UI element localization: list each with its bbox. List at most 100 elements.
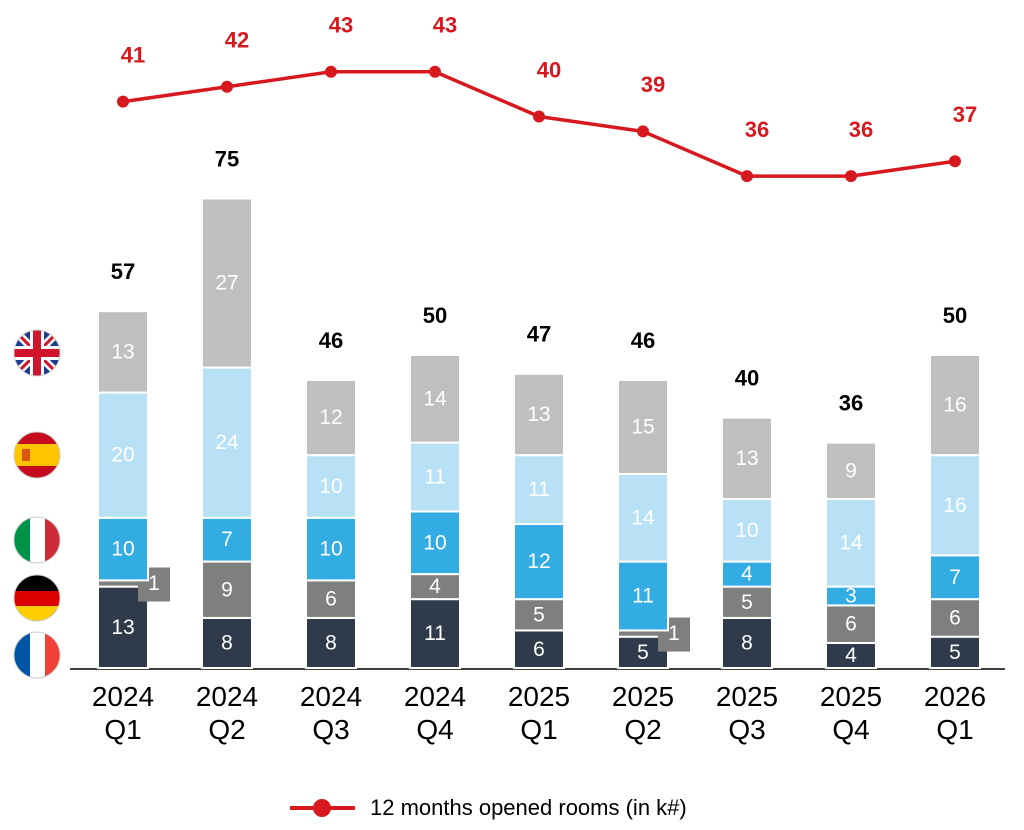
line-point	[741, 170, 753, 183]
line-point	[221, 80, 233, 93]
value-label: 9	[221, 578, 233, 601]
line-label: 42	[225, 28, 249, 53]
value-label: 3	[845, 585, 857, 608]
bar-segment	[201, 197, 253, 369]
line-label: 37	[953, 102, 977, 127]
bar-segment	[825, 641, 877, 670]
line-label: 36	[745, 117, 769, 142]
bar-segment	[97, 391, 149, 519]
value-label: 10	[319, 538, 342, 561]
total-label: 50	[423, 303, 447, 328]
flag-italy	[14, 517, 60, 563]
line-point	[845, 170, 857, 183]
x-tick-label: 2025 Q1	[507, 681, 571, 745]
bar-segment	[305, 379, 357, 457]
value-label: 10	[423, 531, 446, 554]
line-label: 36	[849, 117, 873, 142]
total-label: 36	[839, 390, 863, 415]
value-label: 13	[111, 616, 134, 639]
bar-segment	[305, 454, 357, 519]
x-tick-label: 2025 Q4	[819, 681, 883, 745]
value-label: 5	[533, 603, 545, 626]
legend-label: 12 months opened rooms (in k#)	[370, 795, 687, 820]
value-label: 11	[424, 622, 446, 645]
line-point	[637, 125, 649, 138]
value-label: 9	[845, 459, 857, 482]
bar-segment	[929, 454, 981, 557]
flag-ring	[13, 516, 61, 564]
value-label: 1	[148, 572, 160, 595]
value-label: 1	[668, 622, 680, 645]
line-label: 41	[121, 42, 145, 67]
total-label: 57	[111, 259, 135, 284]
flag-france	[14, 632, 60, 678]
bar-segment	[305, 516, 357, 582]
value-label: 4	[741, 563, 753, 586]
value-label: 14	[631, 506, 655, 529]
flag-germany	[14, 575, 60, 621]
line-point	[117, 95, 129, 108]
value-label: 6	[533, 638, 545, 661]
bar-segment	[513, 598, 565, 632]
line-label: 43	[433, 13, 457, 38]
flag-ring	[13, 574, 61, 622]
total-label: 46	[631, 328, 655, 353]
value-label: 12	[319, 406, 342, 429]
x-tick-label: 2024 Q2	[195, 681, 259, 745]
bar-segment	[721, 416, 773, 500]
bar-segment	[825, 604, 877, 644]
bar-segment	[409, 573, 461, 601]
bar-segment	[305, 616, 357, 669]
line-label: 43	[329, 13, 353, 38]
value-label: 6	[325, 588, 337, 611]
value-label: 4	[429, 575, 441, 598]
value-label: 16	[943, 394, 966, 417]
x-tick-label: 2025 Q3	[715, 681, 779, 745]
bar-segment	[617, 472, 669, 563]
bar-segment	[409, 354, 461, 444]
value-label: 14	[423, 387, 447, 410]
value-label: 14	[839, 531, 863, 554]
x-tick-label: 2024 Q4	[403, 681, 467, 745]
value-label: 8	[221, 632, 233, 655]
line-label: 40	[537, 57, 561, 82]
x-tick-label: 2025 Q2	[611, 681, 675, 745]
value-label: 12	[527, 550, 550, 573]
value-label: 5	[949, 641, 961, 664]
bar-segment	[409, 441, 461, 513]
bar-segment	[513, 523, 565, 601]
line-point	[533, 110, 545, 123]
value-label: 11	[528, 478, 550, 501]
x-tick-label: 2026 Q1	[923, 681, 987, 745]
bar-segment	[617, 379, 669, 475]
value-label: 20	[111, 444, 134, 467]
value-label: 5	[741, 591, 753, 614]
value-label: 10	[735, 519, 758, 542]
flag-ring	[13, 431, 61, 479]
value-label: 7	[949, 566, 961, 589]
flag-uk	[14, 330, 60, 376]
line-label: 39	[641, 72, 665, 97]
total-label: 40	[735, 365, 759, 390]
value-label: 5	[637, 641, 649, 664]
total-label: 50	[943, 303, 967, 328]
flag-spain	[14, 432, 60, 478]
value-label: 13	[111, 340, 134, 363]
line-point	[325, 65, 337, 78]
line-point	[949, 155, 961, 168]
bar-segment	[201, 366, 253, 519]
bar-segment	[721, 497, 773, 563]
bar-segment	[825, 441, 877, 500]
flag-ring	[13, 631, 61, 679]
line	[122, 70, 956, 178]
value-label: 8	[325, 632, 337, 655]
value-label: 10	[111, 538, 134, 561]
bar-segment	[721, 616, 773, 669]
bar-segment	[97, 310, 149, 394]
x-tick-label: 2024 Q3	[299, 681, 363, 745]
value-label: 6	[949, 606, 961, 629]
value-label: 10	[319, 475, 342, 498]
bar-segment	[409, 510, 461, 576]
